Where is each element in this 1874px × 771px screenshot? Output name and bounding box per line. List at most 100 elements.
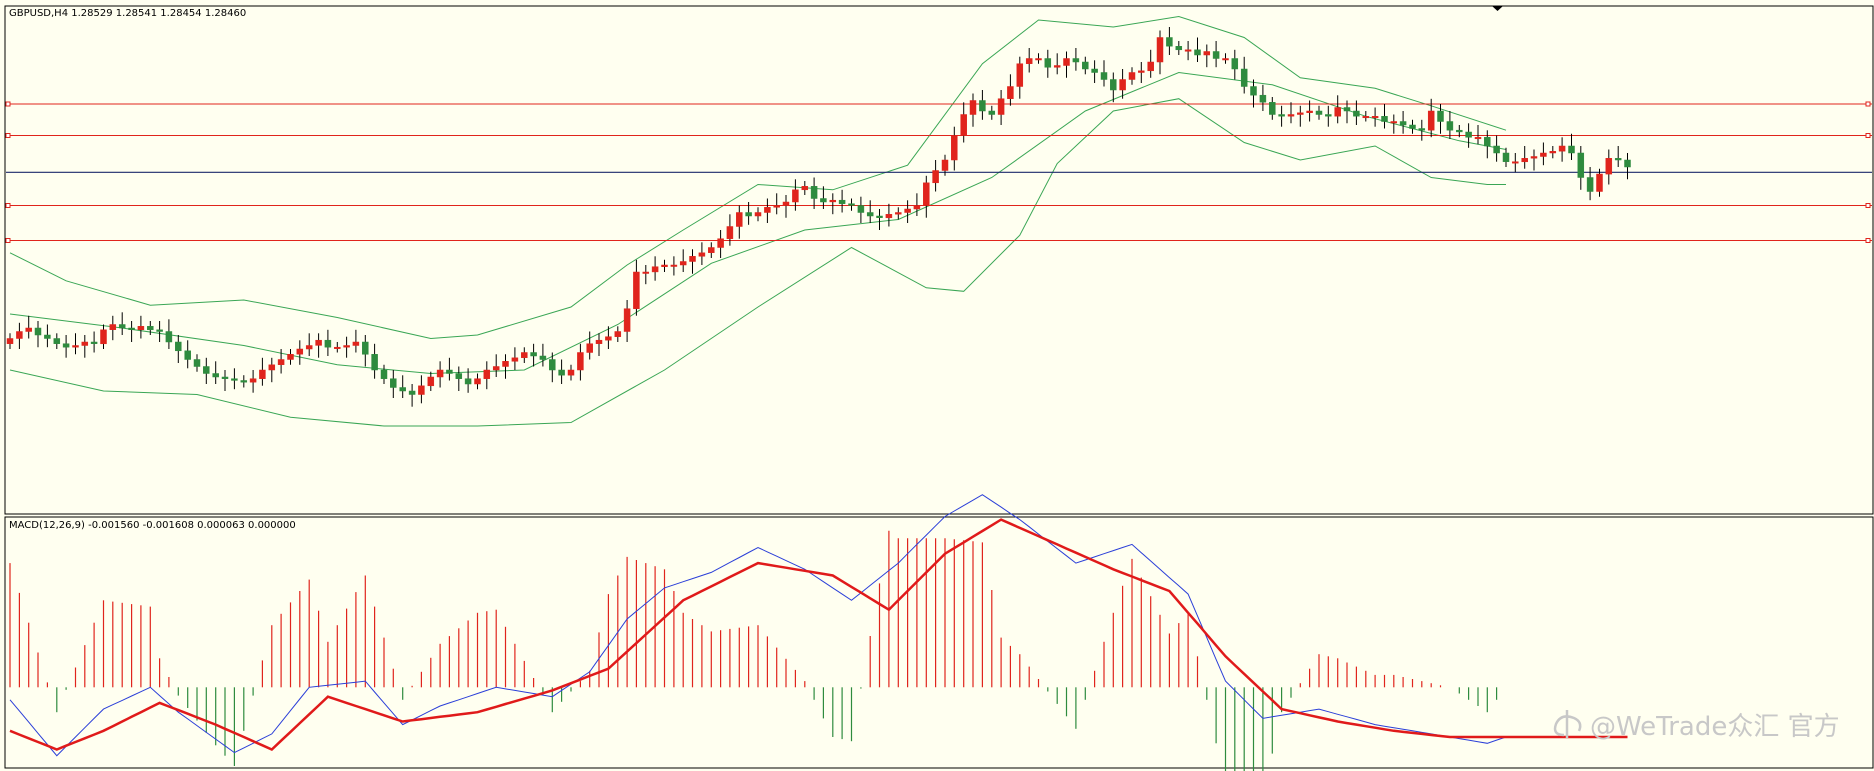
- candle: [539, 343, 547, 367]
- candle: [1418, 119, 1426, 141]
- level-handle-left-1: [5, 101, 11, 107]
- candle: [324, 329, 332, 356]
- candle-body: [614, 331, 622, 337]
- candle: [474, 373, 481, 390]
- candle-body: [521, 352, 528, 358]
- candle-body: [240, 380, 248, 383]
- candle: [1147, 49, 1154, 78]
- candle: [857, 196, 865, 223]
- watermark-text: @WeTrade众汇 官方: [1590, 712, 1840, 742]
- candle: [436, 361, 444, 388]
- main-panel-header: GBPUSD,H4 1.28529 1.28541 1.28454 1.2846…: [9, 8, 246, 19]
- candle-body: [408, 390, 416, 395]
- candle: [390, 370, 397, 398]
- candle-body: [1138, 70, 1145, 73]
- candle: [1007, 74, 1014, 106]
- candle-body: [876, 215, 883, 218]
- candle-body: [53, 338, 61, 344]
- candle: [193, 354, 201, 372]
- candle-body: [1568, 145, 1575, 154]
- candle-body: [1250, 86, 1257, 96]
- candle: [1399, 111, 1407, 134]
- candle: [1259, 84, 1267, 111]
- candle: [44, 324, 51, 348]
- candle-body: [81, 341, 89, 346]
- candle: [362, 335, 369, 367]
- candle: [997, 90, 1005, 125]
- candle: [726, 214, 734, 246]
- candle: [334, 342, 341, 353]
- candle-body: [866, 212, 874, 217]
- candle-body: [661, 264, 668, 267]
- candle-body: [726, 226, 734, 239]
- level-handle-left-4: [5, 238, 11, 243]
- candle: [343, 336, 350, 358]
- candle-body: [1156, 37, 1164, 63]
- candle-body: [530, 352, 537, 357]
- candle: [708, 242, 715, 258]
- candle-body: [1053, 65, 1061, 68]
- candle-body: [380, 369, 388, 379]
- candle-body: [221, 376, 229, 379]
- candle: [586, 331, 593, 360]
- candle-body: [1465, 131, 1472, 138]
- candle-body: [605, 336, 612, 341]
- candle-body: [1259, 94, 1267, 103]
- candle: [698, 242, 706, 265]
- candle-body: [1044, 58, 1052, 68]
- candle: [679, 249, 687, 272]
- weibo-like-logo-icon: [1553, 710, 1582, 738]
- candle-body: [1586, 177, 1594, 192]
- candle-body: [923, 182, 930, 206]
- candle: [530, 343, 537, 367]
- candle-body: [334, 346, 341, 349]
- candle: [1072, 48, 1080, 71]
- candle: [492, 354, 500, 377]
- candle: [1128, 67, 1136, 85]
- candle: [408, 384, 416, 407]
- candle: [1156, 30, 1164, 75]
- macd-signal-line: [9, 518, 1628, 751]
- candle-body: [1549, 151, 1557, 154]
- candle: [810, 177, 818, 209]
- candle-body: [951, 135, 958, 161]
- candle-body: [1184, 49, 1192, 52]
- candle-body: [165, 331, 173, 343]
- candle: [988, 105, 996, 120]
- candle-body: [1343, 107, 1351, 112]
- candle: [1306, 100, 1313, 122]
- candle-body: [118, 324, 126, 329]
- candle: [1343, 100, 1351, 124]
- candle-body: [464, 378, 472, 385]
- candle-body: [1119, 79, 1126, 91]
- candle-body: [1371, 116, 1379, 119]
- candle-body: [997, 98, 1005, 115]
- candle-body: [782, 201, 790, 206]
- macd-lines: [9, 494, 1628, 757]
- candle-body: [1287, 114, 1295, 117]
- candle-body: [577, 352, 584, 371]
- candle-body: [1577, 152, 1585, 178]
- candle: [1297, 105, 1304, 127]
- candle-body: [1334, 107, 1341, 117]
- candle: [1184, 41, 1192, 61]
- candle-body: [6, 338, 14, 344]
- candle-body: [371, 354, 378, 371]
- candle: [567, 364, 575, 381]
- candle: [736, 205, 743, 239]
- candle-body: [474, 378, 481, 385]
- candle: [455, 366, 463, 391]
- candle-body: [1007, 86, 1014, 99]
- candle: [175, 335, 182, 363]
- candle-body: [549, 359, 556, 371]
- candle-body: [492, 366, 500, 371]
- candle: [1194, 37, 1201, 62]
- candle: [1409, 119, 1416, 134]
- candle-body: [156, 329, 163, 332]
- candle: [502, 354, 509, 379]
- candle-body: [1418, 128, 1426, 131]
- candle: [427, 371, 435, 391]
- candle-body: [1240, 68, 1248, 87]
- chart-shift-marker-icon[interactable]: [1492, 6, 1503, 11]
